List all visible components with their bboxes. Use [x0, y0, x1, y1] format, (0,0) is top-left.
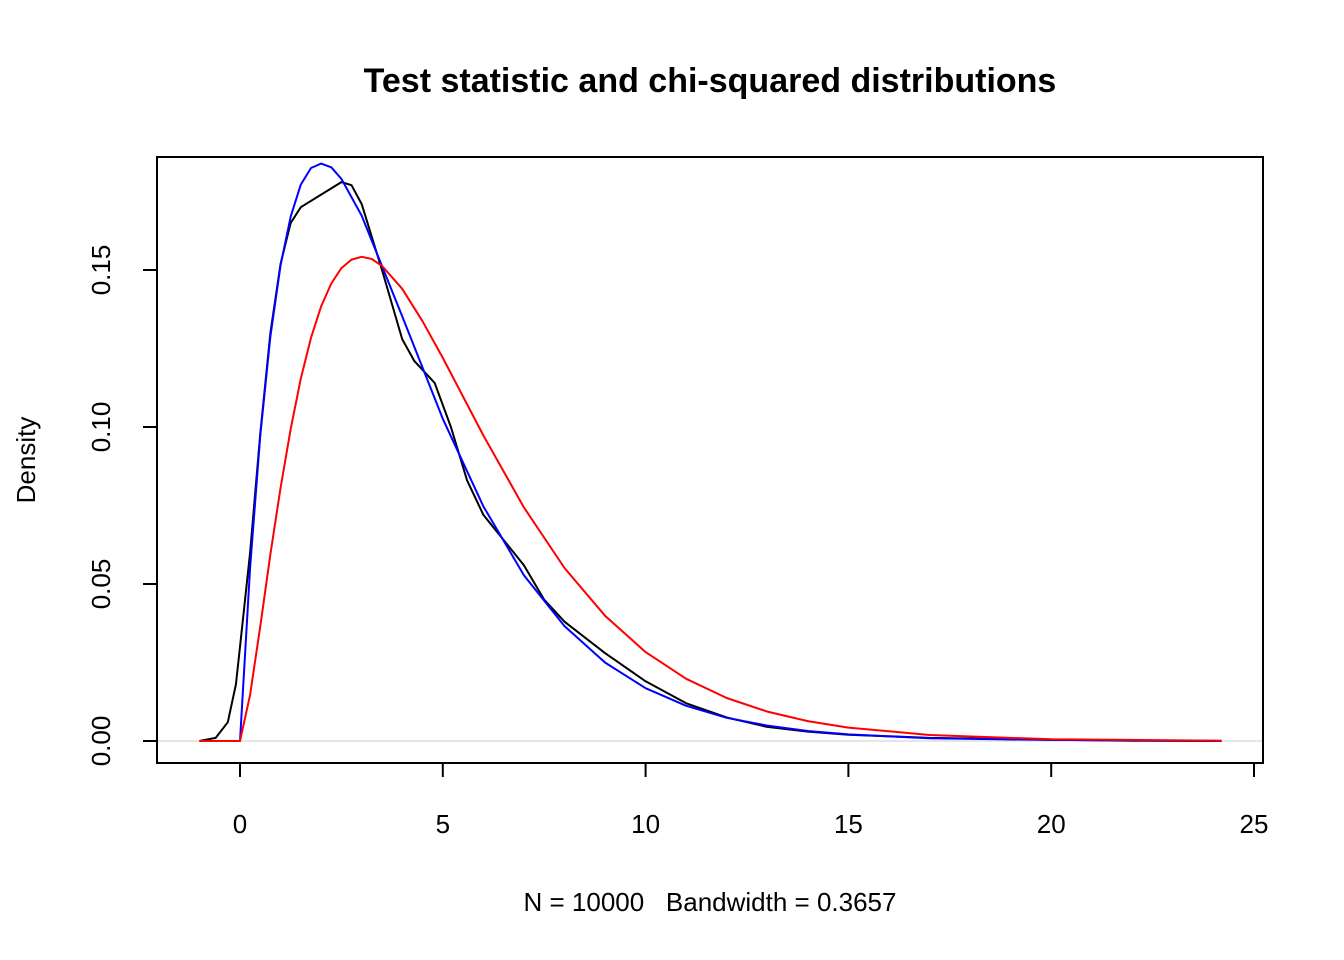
x-tick-label: 5 [436, 809, 450, 839]
x-axis-label: N = 10000 Bandwidth = 0.3657 [524, 887, 897, 917]
y-tick-label: 0.00 [86, 716, 116, 767]
y-tick-label: 0.15 [86, 245, 116, 296]
y-tick-label: 0.10 [86, 402, 116, 453]
series-line-2 [199, 255, 1222, 742]
x-tick-label: 10 [631, 809, 660, 839]
series-layer [199, 162, 1222, 742]
x-axis: 0 5 10 15 20 25 [233, 762, 1269, 839]
y-axis-label: Density [11, 417, 41, 504]
chart-title: Test statistic and chi-squared distribut… [364, 62, 1057, 100]
series-line-1 [199, 162, 1222, 742]
x-tick-label: 20 [1037, 809, 1066, 839]
plot-frame [156, 156, 1264, 764]
series-line-0 [199, 181, 1222, 742]
x-tick-label: 15 [834, 809, 863, 839]
x-tick-label: 25 [1240, 809, 1269, 839]
x-tick-label: 0 [233, 809, 247, 839]
y-axis: 0.00 0.05 0.10 0.15 [86, 245, 158, 767]
y-tick-label: 0.05 [86, 559, 116, 610]
